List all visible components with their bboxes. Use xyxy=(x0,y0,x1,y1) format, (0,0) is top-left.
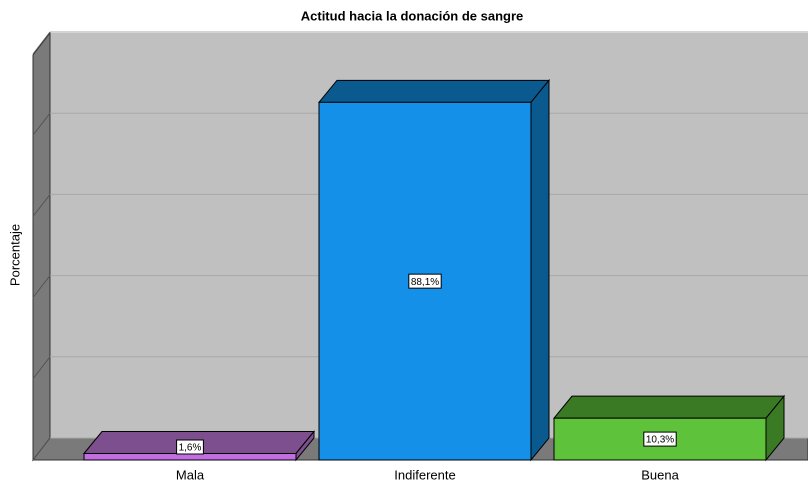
side-grid-line xyxy=(32,275,51,298)
value-label-box xyxy=(408,273,442,289)
bar-side xyxy=(530,78,550,462)
x-tick-label: Indiferente xyxy=(394,467,455,482)
value-label-box xyxy=(176,439,204,455)
side-grid-line xyxy=(32,112,51,136)
bar-top xyxy=(552,395,786,419)
side-grid-line xyxy=(32,194,51,217)
chart-title: Actitud hacia la donación de sangre xyxy=(301,8,524,23)
side-grid-line xyxy=(32,437,51,461)
value-label: 1,6% xyxy=(179,443,202,454)
x-tick-label: Mala xyxy=(176,467,205,482)
x-tick-label: Buena xyxy=(641,467,679,482)
side-grid-line xyxy=(32,31,51,55)
value-label-box xyxy=(643,431,677,447)
value-label: 10,3% xyxy=(646,435,674,446)
side-grid-line xyxy=(32,356,51,380)
bar-top xyxy=(317,79,551,103)
value-label: 88,1% xyxy=(411,277,439,288)
y-axis-label: Porcentaje xyxy=(7,224,22,286)
side-wall xyxy=(32,31,51,462)
